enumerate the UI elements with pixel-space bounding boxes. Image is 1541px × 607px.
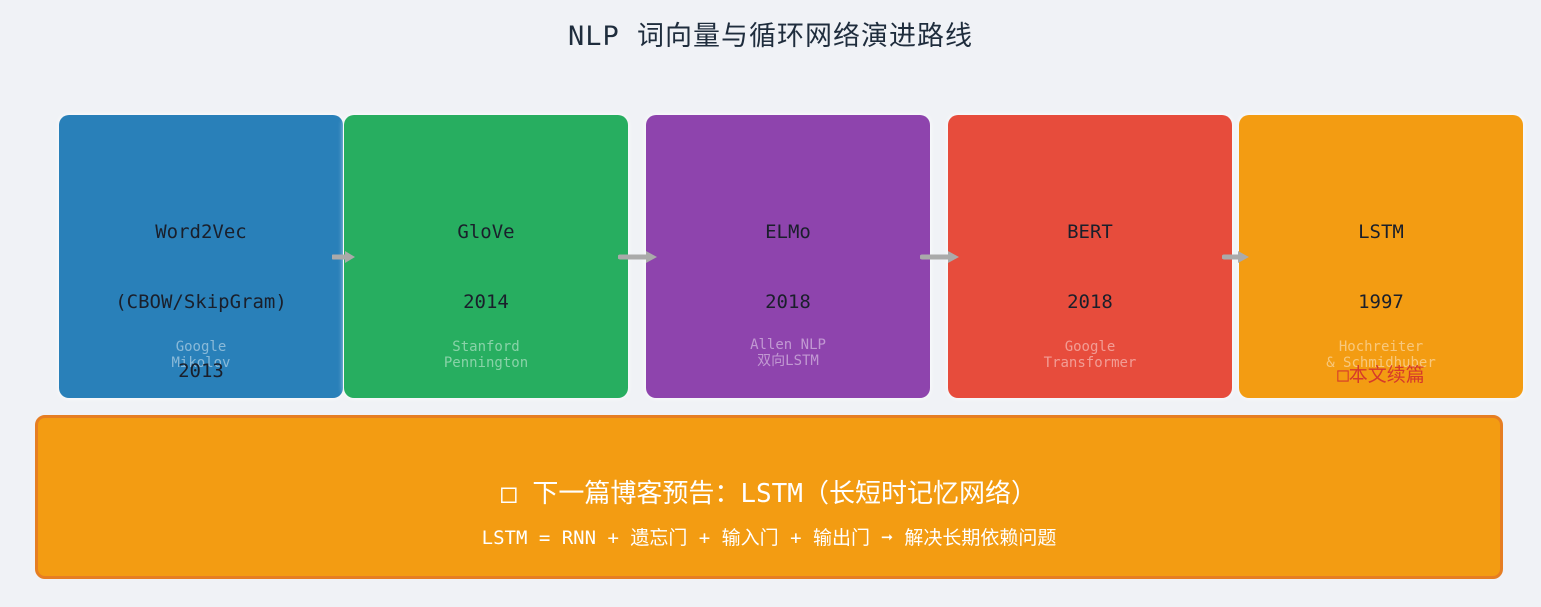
node-org: Google Transformer <box>948 339 1232 371</box>
node-subtitle: (CBOW/SkipGram) <box>115 291 287 313</box>
node-org: Stanford Pennington <box>344 339 628 371</box>
node-org: Google Mikolov <box>59 339 343 371</box>
node-elmo: ELMo 2018 Allen NLP 双向LSTM <box>646 115 930 398</box>
node-org-line: Hochreiter <box>1338 339 1424 355</box>
node-org-line: & Schmidhuber <box>1326 355 1436 371</box>
node-org-line: Mikolov <box>171 355 231 371</box>
node-org-line: 双向LSTM <box>757 353 819 369</box>
node-org-line: Stanford <box>452 339 520 355</box>
node-year: 2013 <box>178 360 224 382</box>
node-name: Word2Vec <box>155 221 247 243</box>
node-name: GloVe <box>457 221 515 243</box>
next-post-banner: □ 下一篇博客预告：LSTM（长短时记忆网络） LSTM = RNN + 遗忘门… <box>35 415 1503 579</box>
node-word2vec: Word2Vec (CBOW/SkipGram) Google Mikolov … <box>59 115 343 398</box>
banner-subtitle: LSTM = RNN + 遗忘门 + 输入门 + 输出门 ➞ 解决长期依赖问题 <box>481 527 1057 549</box>
node-year: 1997 <box>1358 291 1404 313</box>
banner-title: □ 下一篇博客预告：LSTM（长短时记忆网络） <box>501 479 1037 509</box>
node-org-line: Google <box>175 339 227 355</box>
node-name: ELMo <box>765 221 811 243</box>
diagram-title: NLP 词向量与循环网络演进路线 <box>567 21 974 52</box>
sequel-note: □本文续篇 <box>1337 364 1425 386</box>
arrow-glove-elmo <box>618 251 657 263</box>
node-lstm: LSTM 1997 Hochreiter & Schmidhuber □本文续篇 <box>1239 115 1523 398</box>
node-org: Hochreiter & Schmidhuber <box>1239 339 1523 371</box>
node-org-line: Pennington <box>443 355 529 371</box>
node-name: LSTM <box>1358 221 1404 243</box>
node-org-line: Google <box>1064 339 1116 355</box>
arrow-elmo-bert <box>920 251 959 263</box>
node-org-line: Allen NLP <box>750 337 826 353</box>
arrow-bert-lstm <box>1222 251 1249 263</box>
arrow-word2vec-glove <box>332 251 355 263</box>
node-org: Allen NLP 双向LSTM <box>646 337 930 369</box>
node-bert: BERT 2018 Google Transformer <box>948 115 1232 398</box>
node-glove: GloVe 2014 Stanford Pennington <box>344 115 628 398</box>
node-year: 2014 <box>463 291 509 313</box>
node-year: 2018 <box>1067 291 1113 313</box>
node-org-line: Transformer <box>1043 355 1137 371</box>
node-name: BERT <box>1067 221 1113 243</box>
node-year: 2018 <box>765 291 811 313</box>
